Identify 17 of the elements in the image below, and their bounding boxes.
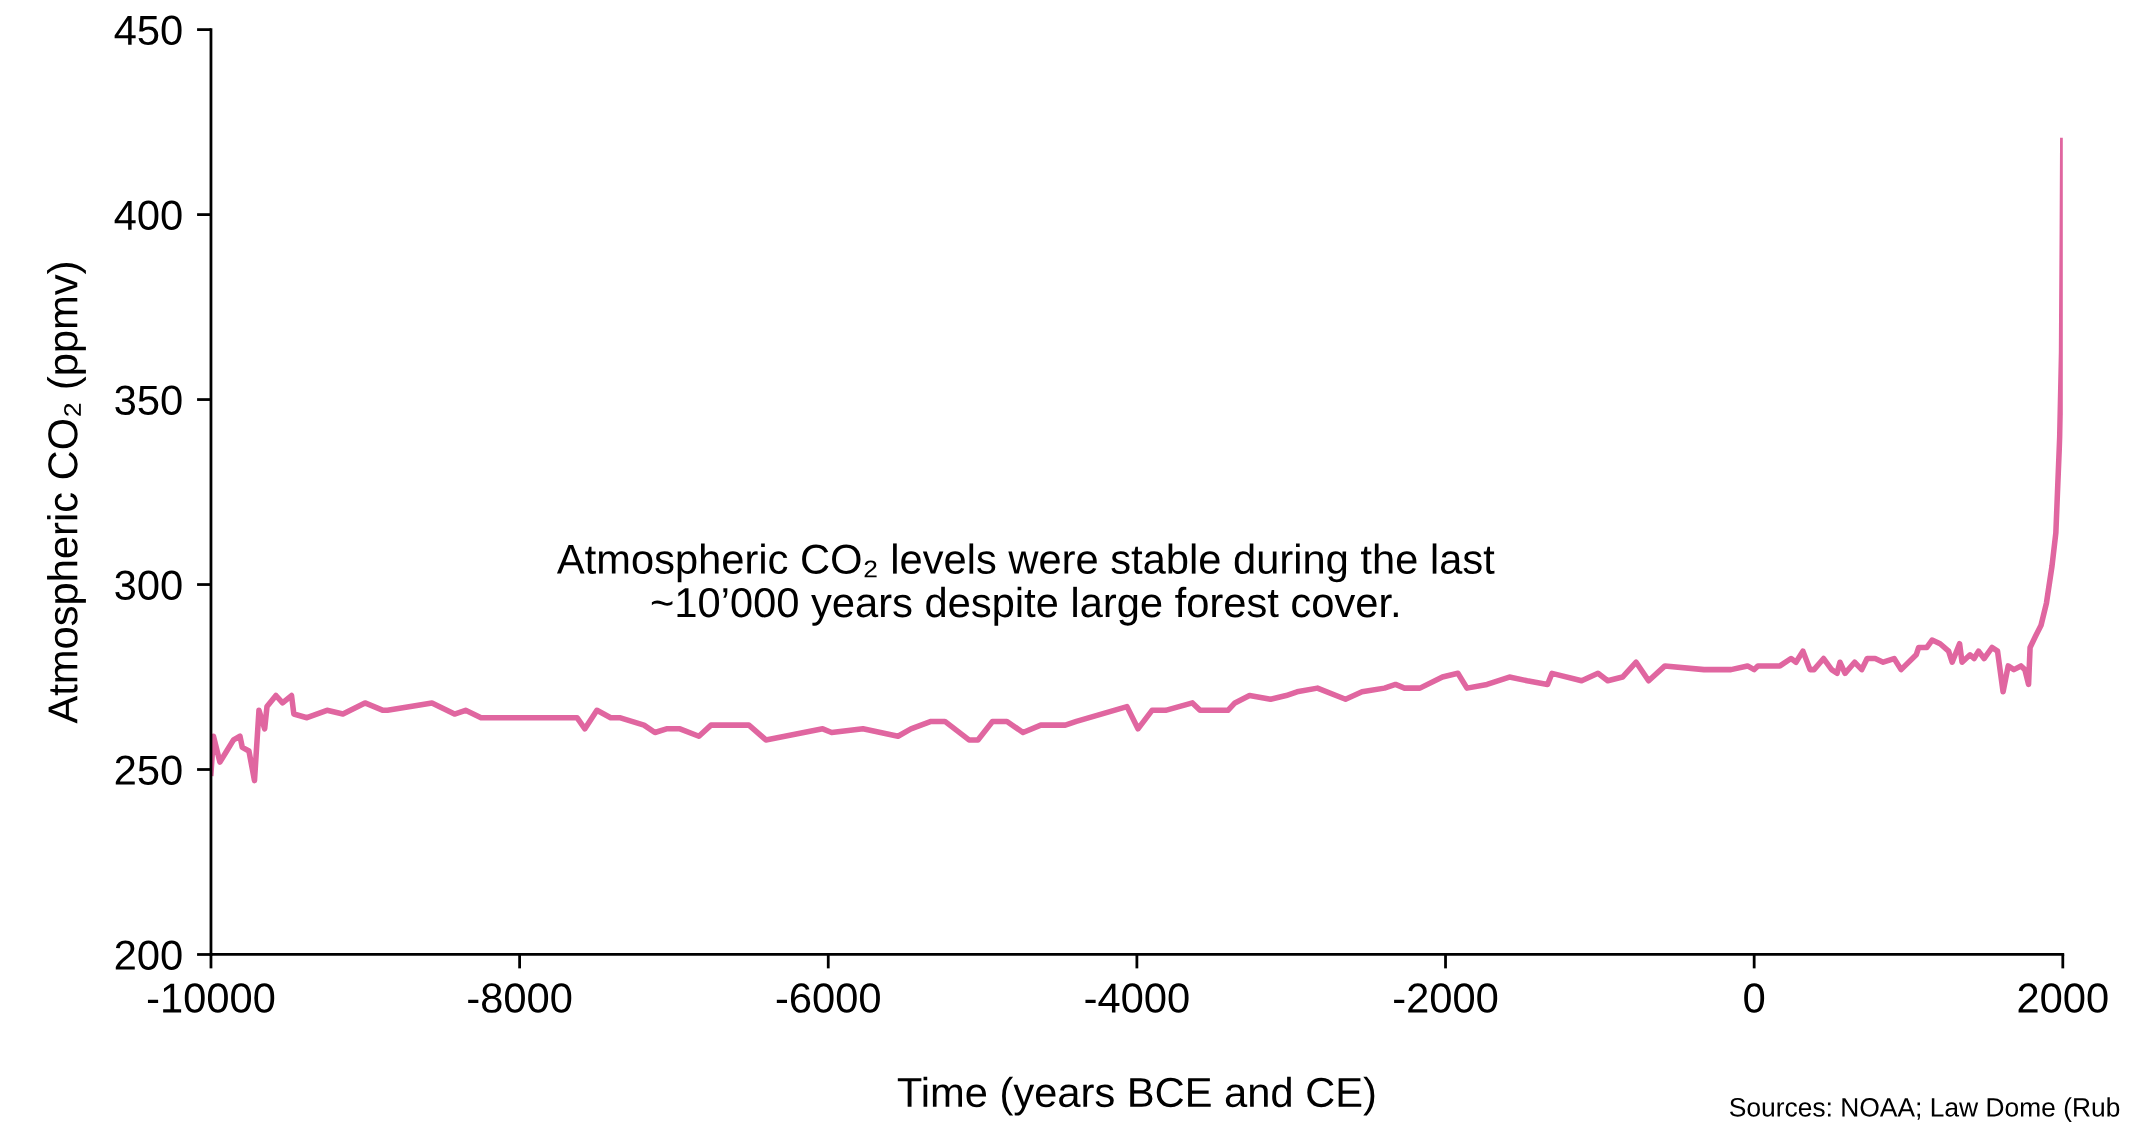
annotation: Atmospheric CO₂ levels were stable during the last ~10’000 years despite large forest cover. xyxy=(556,543,1495,626)
x-tick-label: -4000 xyxy=(1085,983,1189,1013)
y-tick-label: 250 xyxy=(115,755,182,786)
y-tick-label: 200 xyxy=(115,940,182,970)
x-axis-title: Time (years BCE and CE) xyxy=(897,1076,1375,1116)
y-tick-label: 450 xyxy=(114,15,182,46)
source-note: Sources: NOAA; Law Dome (Rub xyxy=(1729,1097,2120,1122)
x-tick-label: -2000 xyxy=(1394,983,1498,1013)
x-tick-label: -8000 xyxy=(468,983,572,1013)
y-tick-label: 300 xyxy=(115,570,182,601)
x-tick-label: -10000 xyxy=(147,983,275,1013)
y-axis-title: Atmospheric CO₂ (ppmv) xyxy=(47,263,86,724)
x-tick-label: 0 xyxy=(1744,983,1765,1013)
y-tick-label: 400 xyxy=(114,200,182,231)
x-tick-label: -6000 xyxy=(776,983,880,1013)
x-tick-label: 2000 xyxy=(2018,983,2108,1013)
y-tick-label: 350 xyxy=(115,385,182,416)
